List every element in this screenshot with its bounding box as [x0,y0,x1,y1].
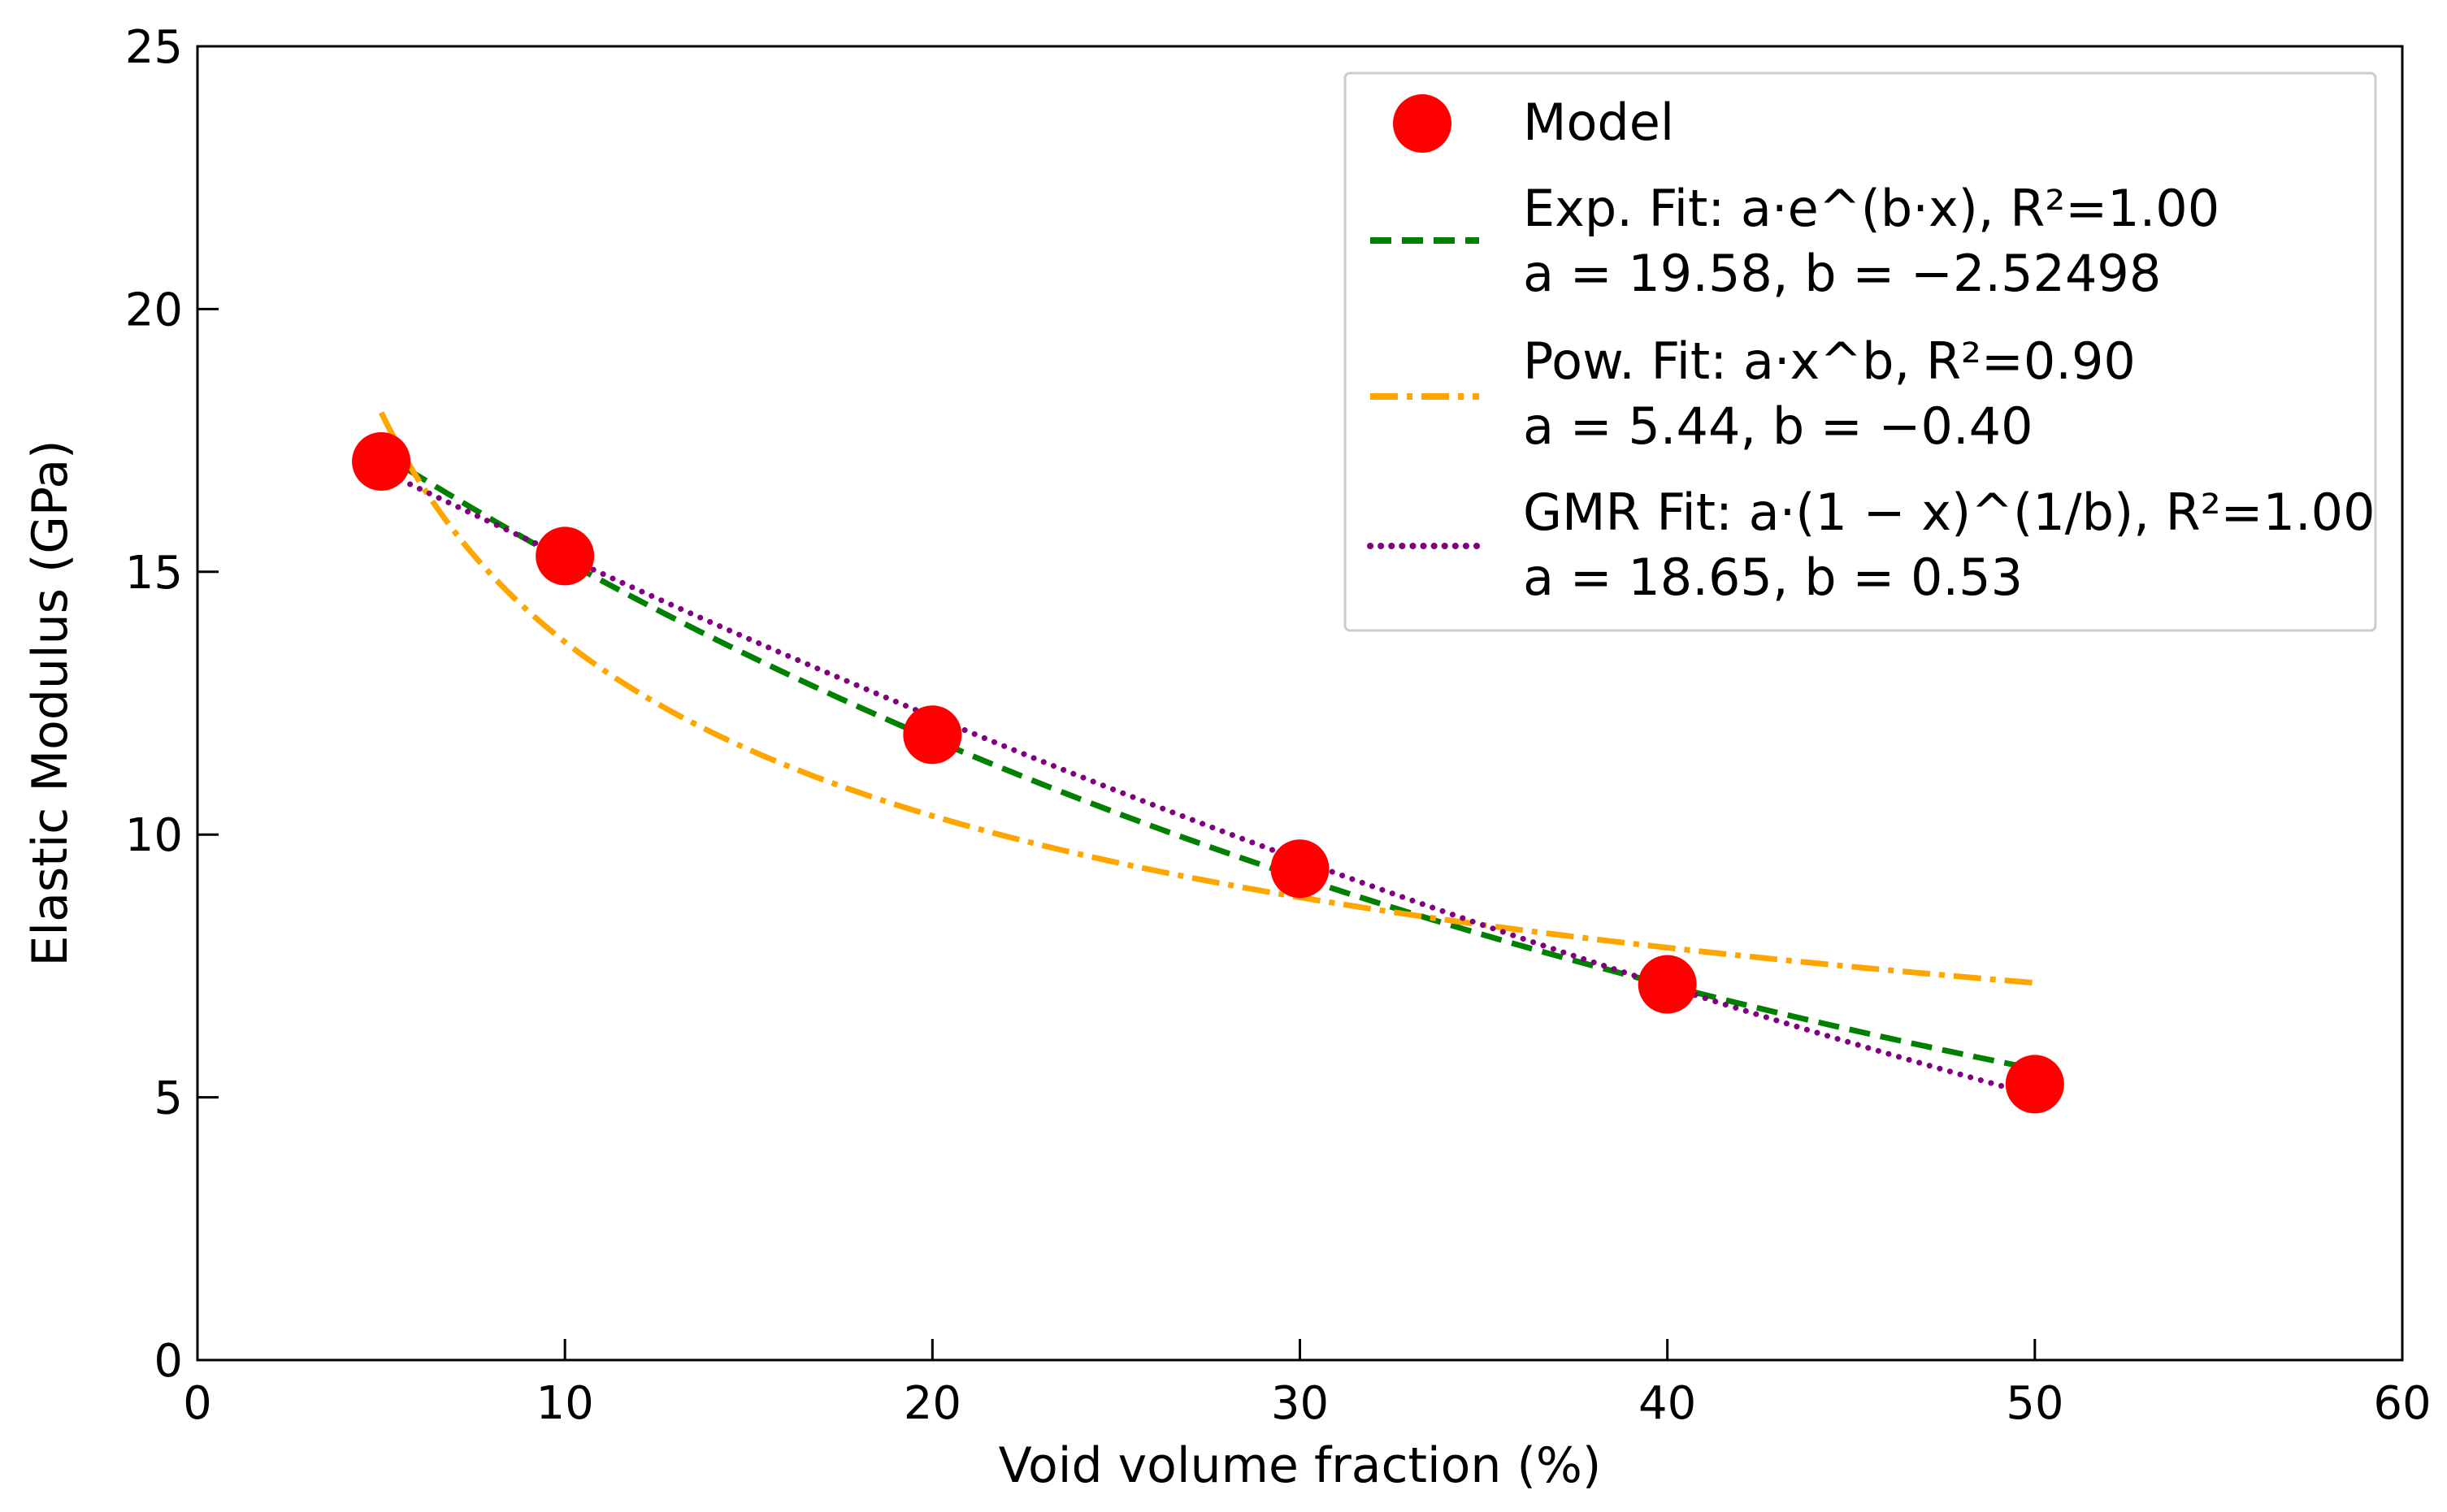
model-point [2005,1055,2064,1114]
x-axis-ticks: 0 10 20 30 40 50 60 [183,1339,2432,1430]
y-axis-label: Elastic Modulus (GPa) [22,440,79,966]
model-point [536,526,595,586]
legend-pow-label-line1: Pow. Fit: a·x^b, R²=0.90 [1523,331,2136,391]
model-points [352,431,2064,1114]
x-tick-label: 60 [2373,1377,2431,1430]
y-tick-label: 25 [125,21,183,74]
fit-curves [378,411,2038,1098]
legend: Model Exp. Fit: a·e^(b·x), R²=1.00 a = 1… [1343,71,2377,632]
x-tick-label: 50 [2006,1377,2063,1430]
legend-exp-label-line1: Exp. Fit: a·e^(b·x), R²=1.00 [1523,179,2219,238]
legend-model-marker [1393,94,1451,153]
x-tick-label: 40 [1638,1377,1696,1430]
x-tick-label: 20 [904,1377,961,1430]
exp-fit-curve [380,450,2036,1072]
x-tick-label: 0 [183,1377,212,1430]
legend-pow-label-line2: a = 5.44, b = −0.40 [1523,396,2033,456]
x-tick-label: 30 [1271,1377,1329,1430]
y-tick-label: 20 [125,284,183,336]
y-axis-ticks: 0 5 10 15 20 25 [125,21,219,1388]
x-tick-label: 10 [536,1377,594,1430]
y-tick-label: 15 [125,547,183,600]
model-point [352,431,411,491]
y-tick-label: 5 [154,1072,183,1125]
legend-box [1343,71,2377,632]
legend-gmr-label-line2: a = 18.65, b = 0.53 [1523,548,2023,607]
y-tick-label: 10 [125,809,183,862]
x-axis-label: Void volume fraction (%) [999,1437,1602,1494]
y-tick-label: 0 [154,1335,183,1388]
model-point [903,705,962,765]
legend-model-label: Model [1523,93,1674,152]
pow-fit-curve [378,411,2036,986]
legend-exp-label-line2: a = 19.58, b = −2.52498 [1523,244,2161,303]
legend-gmr-label-line1: GMR Fit: a·(1 − x)^(1/b), R²=1.00 [1523,483,2375,542]
model-point [1270,839,1330,899]
model-point [1638,955,1697,1014]
